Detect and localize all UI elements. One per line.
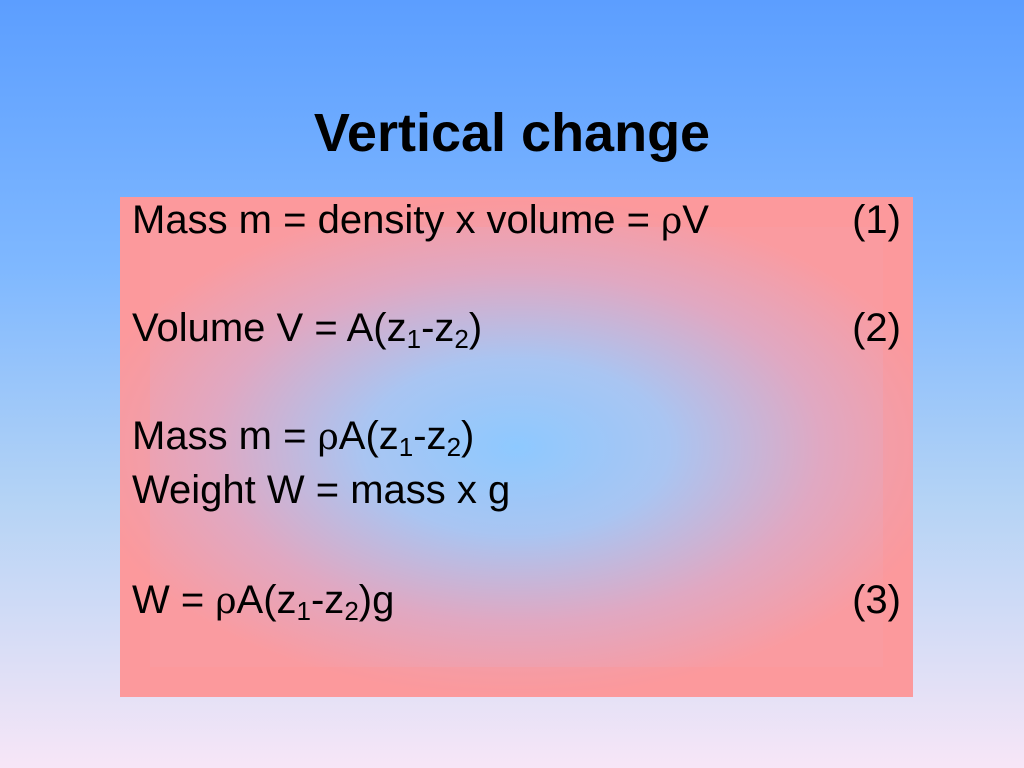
rho-symbol: ρ bbox=[661, 201, 683, 242]
equation-3: W = ρA(z1-z2)g bbox=[132, 576, 394, 626]
subscript-2: 2 bbox=[344, 596, 359, 626]
equation-1: Mass m = density x volume = ρV bbox=[132, 196, 709, 246]
equation-2-suffix: ) bbox=[468, 306, 483, 350]
equation-3-a: A(z bbox=[236, 578, 297, 622]
equation-weight: Weight W = mass x g bbox=[132, 468, 511, 512]
subscript-2: 2 bbox=[454, 324, 469, 354]
equation-2-mid: -z bbox=[421, 306, 455, 350]
rho-symbol: ρ bbox=[215, 581, 237, 622]
rho-symbol: ρ bbox=[317, 417, 339, 458]
equation-2: Volume V = A(z1-z2) bbox=[132, 304, 482, 352]
equation-mass: Mass m = ρA(z1-z2) bbox=[132, 412, 474, 462]
equation-2-number: (2) bbox=[852, 306, 901, 350]
equation-mass-mid: -z bbox=[413, 414, 447, 458]
equation-mass-prefix: Mass m = bbox=[132, 414, 318, 458]
subscript-2: 2 bbox=[446, 432, 462, 462]
equation-1-prefix: Mass m = density x volume = bbox=[132, 198, 662, 242]
equation-box: Mass m = density x volume = ρV (1) Volum… bbox=[120, 197, 913, 697]
equation-1-suffix: V bbox=[682, 198, 709, 242]
subscript-1: 1 bbox=[406, 324, 422, 354]
slide-title: Vertical change bbox=[313, 103, 711, 163]
equation-2-prefix: Volume V = A(z bbox=[132, 306, 407, 350]
equation-mass-a: A(z bbox=[338, 414, 399, 458]
equation-3-prefix: W = bbox=[132, 578, 216, 622]
subscript-1: 1 bbox=[296, 596, 311, 626]
subscript-1: 1 bbox=[398, 432, 414, 462]
equation-1-number: (1) bbox=[852, 198, 901, 242]
equation-3-number: (3) bbox=[852, 578, 901, 622]
equation-3-suffix: )g bbox=[358, 578, 395, 622]
equation-mass-suffix: ) bbox=[461, 414, 475, 458]
equation-3-mid: -z bbox=[310, 578, 345, 622]
